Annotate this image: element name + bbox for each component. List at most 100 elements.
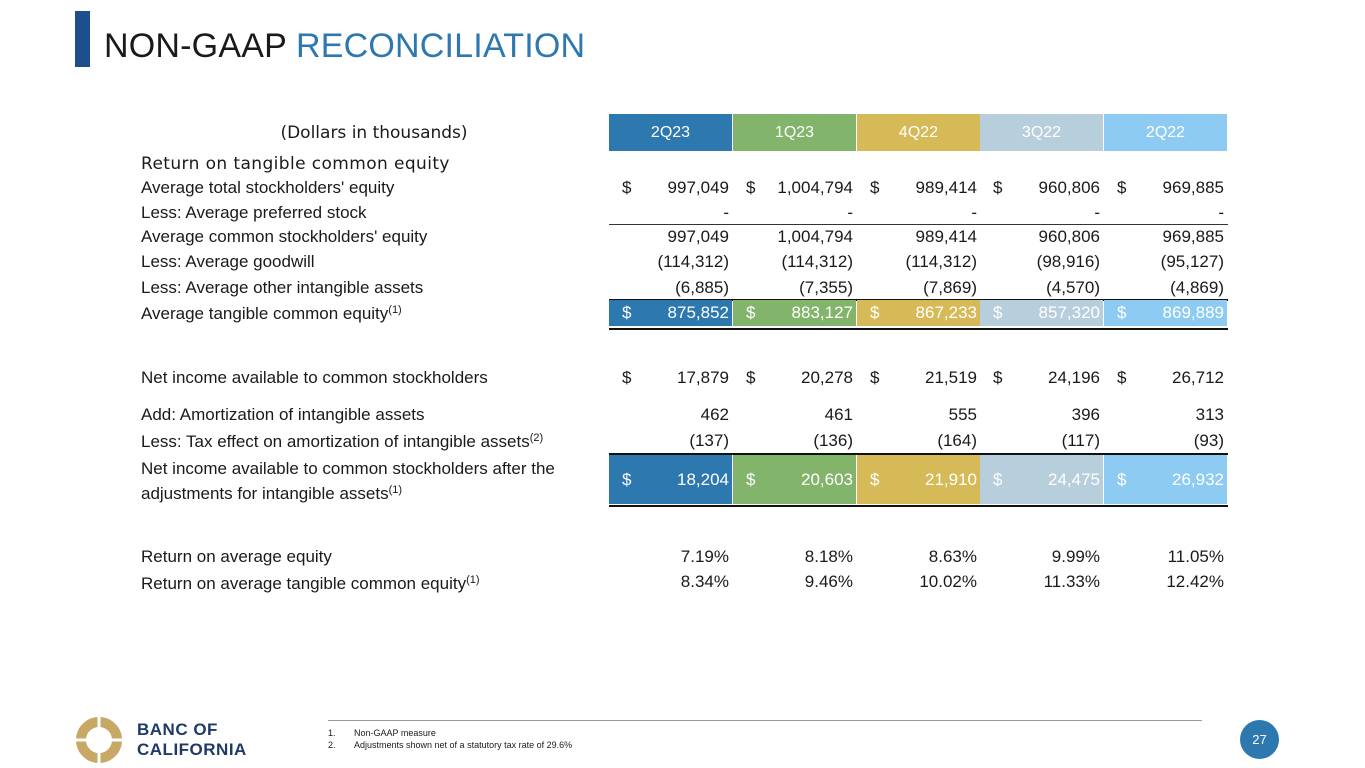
cell-value: - [847, 203, 853, 222]
cell-value: (93) [1193, 431, 1224, 450]
table-cell: (137) [609, 429, 732, 453]
table-cell: $997,049 [609, 176, 732, 200]
dollar-sign: $ [1117, 368, 1127, 387]
table-cell: - [1104, 201, 1227, 225]
table-cell: 969,885 [1104, 225, 1227, 249]
logo-line1: BANC OF [137, 720, 218, 739]
table-cell: 7.19% [609, 545, 732, 569]
highlight-cell: $869,889 [1104, 300, 1227, 326]
table-cell: (114,312) [609, 250, 732, 274]
cell-value: (137) [689, 431, 729, 450]
dollar-sign: $ [870, 368, 880, 387]
cell-value: 555 [948, 405, 977, 424]
cell-value: - [1218, 203, 1224, 222]
column-header-2q23: 2Q23 [609, 114, 732, 151]
cell-value: (7,355) [799, 278, 853, 297]
cell-value: 17,879 [677, 368, 729, 387]
footnote-ref: (1) [388, 304, 402, 316]
cell-value: 11.33% [1043, 572, 1100, 591]
table-cell: $1,004,794 [733, 176, 856, 200]
table-cell: 8.18% [733, 545, 856, 569]
highlight-cell: $24,475 [980, 455, 1103, 504]
cell-value: 869,889 [1162, 303, 1224, 322]
highlight-cell: $867,233 [857, 300, 980, 326]
table-cell: 960,806 [980, 225, 1103, 249]
table-cell: $989,414 [857, 176, 980, 200]
table-cell: - [733, 201, 856, 225]
row-label: Return on average equity [141, 547, 332, 566]
table-cell: 8.34% [609, 570, 732, 594]
table-cell: (117) [980, 429, 1103, 453]
total-label-text: adjustments for intangible assets [141, 484, 389, 503]
cell-value: (164) [937, 431, 977, 450]
cell-value: (95,127) [1160, 252, 1224, 271]
highlight-cell: $857,320 [980, 300, 1103, 326]
total-row-label-line2: adjustments for intangible assets(1) [141, 482, 402, 506]
cell-value: 857,320 [1038, 303, 1100, 322]
dollar-sign: $ [746, 368, 756, 387]
highlight-cell: $20,603 [733, 455, 856, 504]
cell-value: 461 [824, 405, 853, 424]
page-title: NON-GAAP RECONCILIATION [104, 24, 585, 68]
cell-value: 9.46% [804, 572, 853, 591]
table-cell: $20,278 [733, 366, 856, 390]
cell-value: 867,233 [915, 303, 977, 322]
row-label: Net income available to common stockhold… [141, 368, 488, 387]
title-accent-bar [75, 11, 90, 67]
cell-value: 997,049 [667, 178, 729, 197]
dollar-sign: $ [870, 470, 880, 489]
table-cell: $24,196 [980, 366, 1103, 390]
table-cell: 462 [609, 403, 732, 427]
cell-value: 7.19% [680, 547, 729, 566]
column-header-1q23: 1Q23 [733, 114, 856, 151]
footer-divider [328, 720, 1202, 721]
cell-value: 960,806 [1038, 178, 1100, 197]
row-label: Return on average tangible common equity… [141, 572, 480, 596]
footnote-text: Non-GAAP measure [354, 728, 436, 738]
table-cell: (93) [1104, 429, 1227, 453]
table-cell: - [857, 201, 980, 225]
cell-value: (4,570) [1046, 278, 1100, 297]
cell-value: 989,414 [915, 227, 977, 246]
cell-value: 8.18% [804, 547, 853, 566]
table-cell: (114,312) [733, 250, 856, 274]
table-cell: 12.42% [1104, 570, 1227, 594]
cell-value: 21,910 [925, 470, 977, 489]
cell-value: - [723, 203, 729, 222]
cell-value: (6,885) [675, 278, 729, 297]
table-cell: 396 [980, 403, 1103, 427]
row-label: Average total stockholders' equity [141, 178, 395, 197]
table-cell: 989,414 [857, 225, 980, 249]
table-cell: (114,312) [857, 250, 980, 274]
cell-value: 969,885 [1162, 227, 1224, 246]
cell-value: 883,127 [791, 303, 853, 322]
table-cell: 461 [733, 403, 856, 427]
column-header-3q22: 3Q22 [980, 114, 1103, 151]
table-cell: $960,806 [980, 176, 1103, 200]
row-label: Less: Tax effect on amortization of inta… [141, 430, 543, 454]
dollar-sign: $ [993, 470, 1003, 489]
table-cell: 8.63% [857, 545, 980, 569]
table-cell: (164) [857, 429, 980, 453]
logo-wordmark: BANC OF CALIFORNIA [137, 720, 247, 760]
table-cell: 1,004,794 [733, 225, 856, 249]
dollar-sign: $ [622, 303, 632, 322]
table-cell: (7,355) [733, 276, 856, 300]
column-header-2q22: 2Q22 [1104, 114, 1227, 151]
table-cell: 313 [1104, 403, 1227, 427]
logo-ring-icon [75, 716, 123, 764]
dollar-sign: $ [993, 368, 1003, 387]
table-cell: (7,869) [857, 276, 980, 300]
subtotal-rule [609, 224, 1228, 225]
cell-value: (136) [813, 431, 853, 450]
dollar-sign: $ [622, 368, 632, 387]
row-label-text: Return on average tangible common equity [141, 574, 467, 593]
total-label-text: Average tangible common equity [141, 304, 389, 323]
cell-value: 960,806 [1038, 227, 1100, 246]
dollar-sign: $ [1117, 470, 1127, 489]
page-number: 27 [1240, 720, 1279, 759]
footnote-1: 1. Non-GAAP measure [328, 727, 436, 739]
table-cell: 9.99% [980, 545, 1103, 569]
table-cell: (98,916) [980, 250, 1103, 274]
highlight-cell: $18,204 [609, 455, 732, 504]
